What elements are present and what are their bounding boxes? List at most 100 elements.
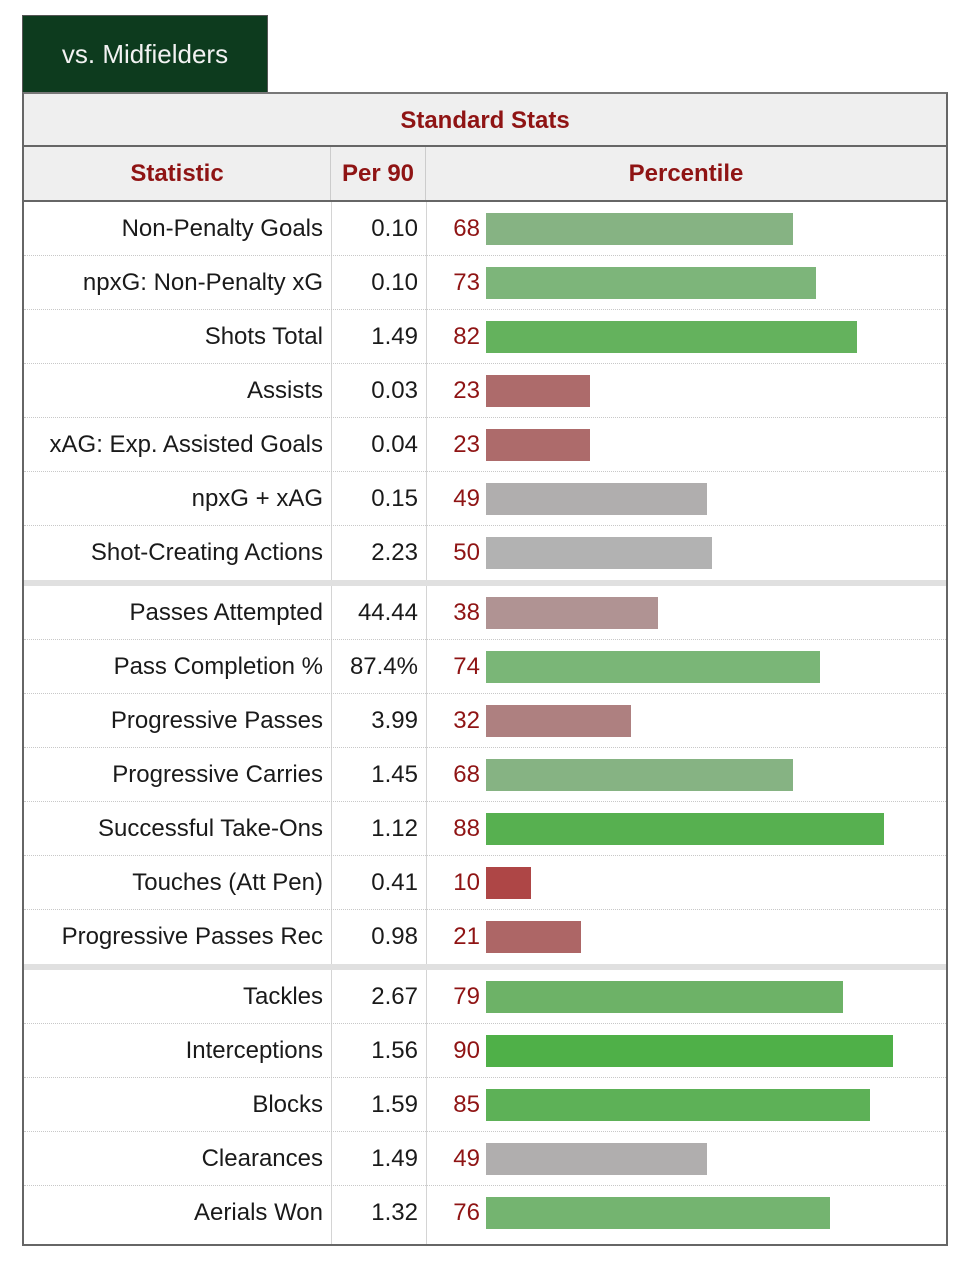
statistic-label: Passes Attempted	[129, 599, 323, 626]
percentile-bar	[486, 1089, 870, 1121]
percentile-value: 32	[453, 707, 480, 734]
percentile-value: 50	[453, 539, 480, 566]
table-row: Tackles 2.67 79	[24, 970, 946, 1024]
percentile-bar	[486, 705, 631, 737]
per90-value: 1.45	[371, 761, 418, 788]
table-row: Shots Total 1.49 82	[24, 310, 946, 364]
statistic-label: Progressive Passes	[110, 707, 323, 734]
statistic-label: Progressive Carries	[112, 761, 323, 788]
percentile-bar	[486, 597, 658, 629]
table-row: Shot-Creating Actions 2.23 50	[24, 526, 946, 580]
percentile-value: 10	[453, 869, 480, 896]
percentile-bar	[486, 759, 793, 791]
percentile-value: 23	[453, 377, 480, 404]
percentile-bar	[486, 921, 581, 953]
per90-value: 1.49	[371, 323, 418, 350]
per90-value: 44.44	[357, 599, 418, 626]
percentile-value: 68	[453, 215, 480, 242]
column-divider	[331, 202, 332, 1244]
percentile-value: 73	[453, 269, 480, 296]
percentile-value: 88	[453, 815, 480, 842]
table-row: xAG: Exp. Assisted Goals 0.04 23	[24, 418, 946, 472]
per90-value: 0.41	[371, 869, 418, 896]
statistic-label: Shots Total	[204, 323, 323, 350]
percentile-bar	[486, 981, 843, 1013]
statistic-label: Interceptions	[185, 1037, 323, 1064]
percentile-bar	[486, 651, 820, 683]
statistic-label: Successful Take-Ons	[98, 815, 323, 842]
per90-value: 0.98	[371, 923, 418, 950]
percentile-value: 38	[453, 599, 480, 626]
table-row: Touches (Att Pen) 0.41 10	[24, 856, 946, 910]
percentile-value: 21	[453, 923, 480, 950]
statistic-label: Clearances	[201, 1145, 323, 1172]
statistic-label: Shot-Creating Actions	[90, 539, 323, 566]
statistic-label: npxG + xAG	[191, 485, 323, 512]
table-row: Non-Penalty Goals 0.10 68	[24, 202, 946, 256]
percentile-bar	[486, 483, 707, 515]
percentile-value: 82	[453, 323, 480, 350]
percentile-value: 79	[453, 983, 480, 1010]
percentile-bar	[486, 867, 531, 899]
table-row: Assists 0.03 23	[24, 364, 946, 418]
table-row: Pass Completion % 87.4% 74	[24, 640, 946, 694]
statistic-label: xAG: Exp. Assisted Goals	[49, 431, 323, 458]
per90-value: 1.59	[371, 1091, 418, 1118]
percentile-bar	[486, 1143, 707, 1175]
table-row: Progressive Passes Rec 0.98 21	[24, 910, 946, 964]
table-row: Aerials Won 1.32 76	[24, 1186, 946, 1240]
per90-value: 0.03	[371, 377, 418, 404]
per90-value: 0.04	[371, 431, 418, 458]
per90-value: 2.67	[371, 983, 418, 1010]
standard-stats-table: Standard Stats Statistic Per 90 Percenti…	[22, 92, 948, 1246]
table-row: npxG + xAG 0.15 49	[24, 472, 946, 526]
per90-value: 2.23	[371, 539, 418, 566]
percentile-value: 85	[453, 1091, 480, 1118]
per90-value: 1.49	[371, 1145, 418, 1172]
column-header-percentile[interactable]: Percentile	[628, 160, 744, 187]
table-row: Progressive Carries 1.45 68	[24, 748, 946, 802]
percentile-bar	[486, 375, 590, 407]
column-header-per90[interactable]: Per 90	[331, 147, 426, 200]
per90-value: 1.56	[371, 1037, 418, 1064]
group-separator	[24, 580, 946, 586]
statistic-label: npxG: Non-Penalty xG	[82, 269, 323, 296]
tab-vs-midfielders[interactable]: vs. Midfielders	[22, 15, 268, 92]
group-separator	[24, 964, 946, 970]
table-row: Blocks 1.59 85	[24, 1078, 946, 1132]
table-row: Passes Attempted 44.44 38	[24, 586, 946, 640]
percentile-bar	[486, 537, 712, 569]
per90-value: 1.32	[371, 1199, 418, 1226]
per90-value: 87.4%	[349, 653, 418, 680]
column-header-row: Statistic Per 90 Percentile	[24, 147, 946, 202]
per90-value: 0.10	[371, 269, 418, 296]
table-row: Successful Take-Ons 1.12 88	[24, 802, 946, 856]
percentile-bar	[486, 1035, 893, 1067]
percentile-bar	[486, 321, 857, 353]
per90-value: 1.12	[371, 815, 418, 842]
column-divider	[426, 202, 427, 1244]
percentile-bar	[486, 267, 816, 299]
per90-value: 0.15	[371, 485, 418, 512]
table-row: Interceptions 1.56 90	[24, 1024, 946, 1078]
percentile-bar	[486, 1197, 830, 1229]
statistic-label: Pass Completion %	[113, 653, 323, 680]
column-header-statistic[interactable]: Statistic	[24, 147, 331, 200]
statistic-label: Tackles	[242, 983, 323, 1010]
statistic-label: Assists	[246, 377, 323, 404]
table-row: Progressive Passes 3.99 32	[24, 694, 946, 748]
table-row: npxG: Non-Penalty xG 0.10 73	[24, 256, 946, 310]
statistic-label: Touches (Att Pen)	[132, 869, 323, 896]
table-row: Clearances 1.49 49	[24, 1132, 946, 1186]
percentile-value: 90	[453, 1037, 480, 1064]
percentile-value: 74	[453, 653, 480, 680]
percentile-value: 76	[453, 1199, 480, 1226]
statistic-label: Progressive Passes Rec	[61, 923, 323, 950]
percentile-bar	[486, 813, 884, 845]
per90-value: 3.99	[371, 707, 418, 734]
per90-value: 0.10	[371, 215, 418, 242]
percentile-bar	[486, 213, 793, 245]
percentile-value: 49	[453, 485, 480, 512]
percentile-value: 49	[453, 1145, 480, 1172]
percentile-bar	[486, 429, 590, 461]
